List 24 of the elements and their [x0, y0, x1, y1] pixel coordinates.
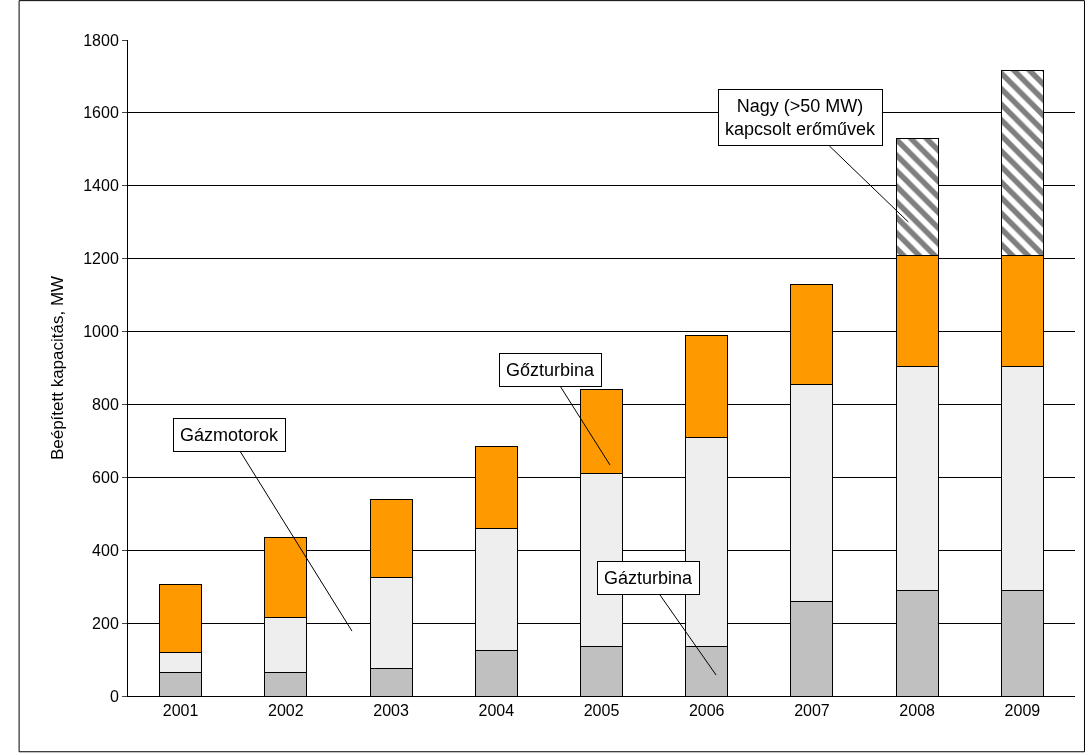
- y-tick-label: 1800: [83, 31, 119, 49]
- y-tick-label: 1000: [83, 323, 119, 341]
- y-tick-label: 1600: [83, 104, 119, 122]
- y-tick-label: 800: [92, 396, 119, 414]
- x-tick-label: 2002: [268, 702, 304, 720]
- x-tick-label: 2003: [373, 702, 409, 720]
- x-tick-label: 2008: [899, 702, 936, 720]
- annotation: Gőzturbina: [506, 360, 596, 380]
- x-tick-label: 2001: [162, 702, 199, 720]
- x-tick-label: 2007: [794, 702, 830, 720]
- x-tick-label: 2009: [1004, 702, 1041, 720]
- y-tick-label: 600: [92, 468, 119, 486]
- y-tick-label: 0: [109, 687, 119, 705]
- annotation: Gázturbina: [604, 568, 694, 588]
- y-tick-label: 1200: [83, 250, 119, 268]
- annotation: Gázmotorok: [180, 425, 280, 445]
- x-tick-label: 2006: [688, 702, 725, 720]
- y-tick-label: 1400: [83, 177, 119, 195]
- x-tick-label: 2004: [478, 702, 515, 720]
- y-axis-title: Beépített kapacitás, MW: [47, 275, 67, 461]
- y-tick-label: 400: [92, 541, 119, 559]
- y-tick-label: 200: [92, 614, 119, 632]
- annotation: Nagy (>50 MW) kapcsolt erőművek: [725, 96, 877, 140]
- x-tick-label: 2005: [583, 702, 620, 720]
